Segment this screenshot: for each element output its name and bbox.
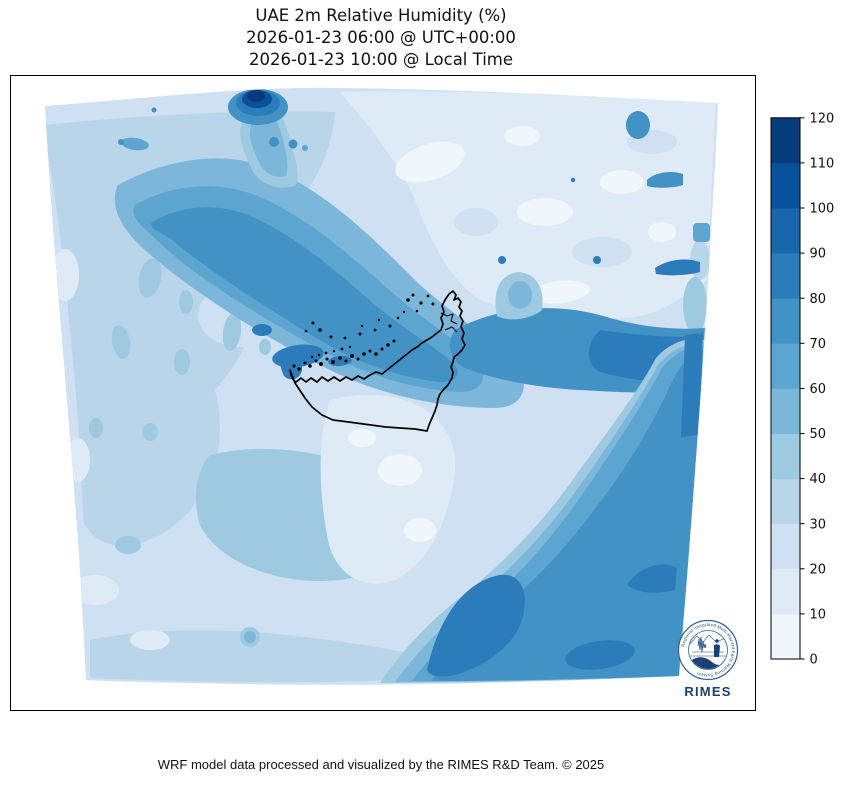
colorbar-tick-label: 0 <box>810 653 818 668</box>
colorbar-segment <box>771 162 800 209</box>
colorbar-tick-label: 110 <box>810 157 835 172</box>
field-gulf-of-oman-region <box>380 333 704 683</box>
island-dots <box>292 293 435 371</box>
field-northeast-pale-patches <box>395 126 677 304</box>
colorbar-segment <box>771 343 800 389</box>
colorbar-tick-label: 50 <box>810 427 827 442</box>
title-line-3: 2026-01-23 10:00 @ Local Time <box>248 50 514 69</box>
colorbar-tick-label: 20 <box>810 562 827 577</box>
wave-line <box>689 662 727 669</box>
colorbar-segment <box>771 433 800 479</box>
colorbar-segment <box>771 253 800 299</box>
colorbar-segment <box>771 478 800 525</box>
field-southwest-strip <box>90 630 420 683</box>
colorbar: 0 10 20 30 40 50 60 70 80 90 100 110 120 <box>770 111 835 668</box>
field-persian-gulf-band <box>114 158 524 408</box>
colorbar-tick-label: 30 <box>810 517 827 532</box>
colorbar-tick-label: 70 <box>810 337 827 352</box>
colorbar-ticks: 0 10 20 30 40 50 60 70 80 90 100 110 120 <box>800 111 835 668</box>
plot-title: UAE 2m Relative Humidity (%) 2026-01-23 … <box>0 5 762 71</box>
rimes-logo: Regional Integrated Multi-Hazard Early W… <box>677 619 739 699</box>
title-line-2: 2026-01-23 06:00 @ UTC+00:00 <box>246 28 516 47</box>
colorbar-tick-label: 10 <box>810 608 827 623</box>
humidity-field <box>45 87 718 685</box>
colorbar-segment <box>771 568 800 615</box>
colorbar-segment <box>771 523 800 570</box>
uae-border-outline <box>289 290 466 432</box>
colorbar-tick-label: 40 <box>810 472 827 487</box>
colorbar-segment <box>771 298 800 344</box>
axes-frame <box>10 75 756 711</box>
title-line-1: UAE 2m Relative Humidity (%) <box>255 6 507 25</box>
colorbar-tick-label: 100 <box>810 202 835 217</box>
person-body <box>714 644 720 657</box>
colorbar-tick-label: 80 <box>810 292 827 307</box>
colorbar-tick-label: 120 <box>810 111 835 126</box>
colorbar-segment <box>771 117 800 164</box>
rimes-logo-label: RIMES <box>684 684 731 699</box>
colorbar-segment <box>771 208 800 254</box>
field-top-dark-cell <box>228 89 288 125</box>
colorbar-segment <box>771 388 800 434</box>
colorbar-tick-label: 60 <box>810 382 827 397</box>
colorbar-tick-label: 90 <box>810 247 827 262</box>
person-icon <box>715 639 719 643</box>
credit-text: WRF model data processed and visualized … <box>157 757 605 772</box>
uae-border <box>289 290 466 432</box>
colorbar-segments <box>771 117 800 660</box>
colorbar-segment <box>771 613 800 660</box>
